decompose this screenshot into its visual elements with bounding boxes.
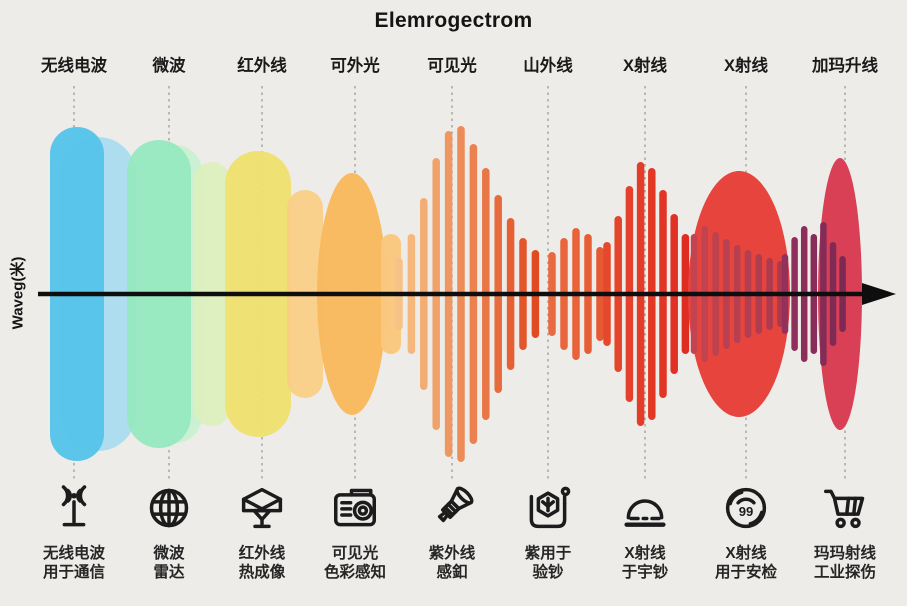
dome-icon: [624, 499, 666, 527]
legend-caption: 验钞: [532, 564, 564, 581]
legend-caption: 用于安检: [714, 564, 777, 581]
legend-caption: 雷达: [153, 564, 185, 581]
legend-item-xray-1: X射线 于宇钞: [579, 480, 711, 582]
globe-icon: [149, 488, 189, 528]
band-label-infrared: 红外线: [237, 57, 287, 75]
envelope-funnel-icon: [241, 487, 283, 529]
spiral-badge-text: 99: [739, 504, 754, 519]
legend-caption: 红外线: [238, 545, 286, 562]
legend-caption: 玛玛射线: [813, 545, 876, 562]
camera-icon: [334, 488, 376, 527]
spiral-99-icon: 99: [725, 487, 767, 529]
legend-item-radio: 无线电波 用于通信: [8, 480, 140, 582]
legend-caption: 色彩感知: [323, 564, 386, 581]
band-label-microwave: 微波: [152, 57, 186, 75]
legend-caption: X射线: [624, 545, 666, 562]
legend-caption: 于宇钞: [621, 564, 669, 581]
legend-item-banknote-check: 紫用于 验钞: [482, 480, 614, 582]
legend-item-infrared: 红外线 热成像: [196, 480, 328, 582]
band-label-ultraviolet: 山外线: [523, 57, 573, 75]
legend-item-ultraviolet: 紫外线 感釦: [386, 480, 518, 582]
band-label-gamma: 加玛升线: [812, 57, 878, 75]
cart-icon: [824, 489, 865, 529]
legend-item-microwave: 微波 雷达: [103, 480, 235, 582]
uv-flashlight-icon: [437, 486, 474, 523]
band-label-xray-2: X射线: [723, 57, 769, 75]
legend-caption: 感釦: [436, 564, 468, 581]
band-label-visible: 可见光: [427, 57, 477, 75]
legend-caption: 紫外线: [428, 545, 476, 562]
legend-caption: 用于通信: [42, 564, 105, 581]
band-label-xray-1: X射线: [622, 57, 668, 75]
legend-item-xray-2: 99 X射线 用于安检: [680, 480, 812, 582]
legend-caption: 热成像: [238, 564, 286, 581]
legend-item-visible: 可见光 色彩感知: [289, 480, 421, 582]
legend-caption: 紫用于: [524, 545, 572, 562]
legend-caption: X射线: [725, 545, 767, 562]
band-label-radio: 无线电波: [41, 57, 107, 75]
legend-caption: 无线电波: [42, 545, 105, 562]
antenna-icon: [61, 485, 87, 527]
legend-caption: 可见光: [331, 545, 379, 562]
legend-caption: 工业探伤: [813, 564, 876, 581]
legend-item-gamma: 玛玛射线 工业探伤: [779, 480, 907, 582]
page-title: Elemrogectrom: [374, 9, 533, 32]
legend-caption: 微波: [153, 545, 185, 562]
shield-leaf-icon: [529, 486, 571, 529]
band-label-nearvisible: 可外光: [330, 57, 380, 75]
